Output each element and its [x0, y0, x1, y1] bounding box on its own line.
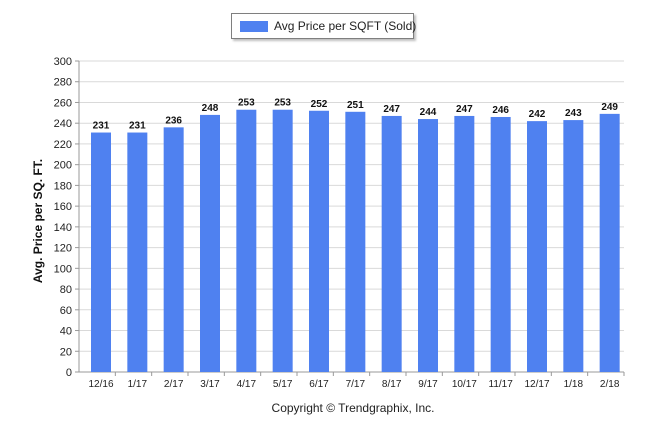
bar [563, 120, 584, 372]
y-tick-label: 240 [54, 118, 72, 130]
bar [309, 110, 329, 372]
data-label: 246 [492, 105, 509, 116]
y-tick-label: 40 [60, 326, 72, 338]
data-label: 244 [420, 107, 437, 118]
x-tick-label: 9/17 [418, 379, 438, 390]
data-label: 253 [274, 98, 291, 109]
data-label: 253 [238, 98, 255, 109]
y-tick-label: 300 [54, 56, 72, 68]
y-tick-label: 160 [54, 201, 72, 213]
x-tick-label: 12/16 [88, 379, 113, 390]
data-label: 248 [202, 103, 219, 114]
x-tick-label: 3/17 [200, 379, 220, 390]
bar [418, 119, 438, 372]
x-tick-label: 1/18 [564, 379, 584, 390]
bar [381, 115, 402, 373]
data-label: 242 [529, 109, 546, 120]
y-tick-label: 280 [54, 77, 72, 89]
y-tick-label: 80 [60, 284, 72, 296]
bar [91, 132, 111, 372]
y-tick-label: 100 [54, 263, 72, 275]
x-tick-label: 11/17 [489, 379, 514, 390]
bar [599, 113, 620, 373]
data-label: 251 [347, 100, 364, 111]
data-label: 247 [456, 104, 473, 115]
y-tick-label: 260 [54, 97, 72, 109]
bar [127, 132, 148, 372]
data-label: 231 [93, 121, 110, 132]
y-tick-label: 200 [54, 160, 72, 172]
legend-swatch [240, 21, 268, 32]
data-label: 231 [129, 121, 146, 132]
bar [200, 114, 220, 372]
data-label: 252 [311, 99, 328, 110]
x-tick-label: 12/17 [524, 379, 549, 390]
data-label: 243 [565, 108, 582, 119]
x-tick-label: 7/17 [346, 379, 366, 390]
y-tick-label: 180 [54, 180, 72, 192]
bar [236, 109, 257, 373]
data-label: 236 [165, 115, 182, 126]
y-tick-label: 220 [54, 139, 72, 151]
x-tick-label: 8/17 [382, 379, 402, 390]
copyright-footer: Copyright © Trendgraphix, Inc. [271, 401, 435, 415]
data-label: 249 [601, 102, 618, 113]
legend: Avg Price per SQFT (Sold) [231, 13, 417, 39]
data-label: 247 [383, 104, 400, 115]
x-tick-label: 6/17 [309, 379, 329, 390]
y-tick-label: 60 [60, 305, 72, 317]
bar [272, 109, 293, 373]
bar [345, 111, 366, 373]
bar [454, 115, 475, 373]
x-tick-label: 10/17 [452, 379, 477, 390]
x-tick-label: 2/18 [600, 379, 620, 390]
bar [490, 116, 511, 372]
bar [527, 121, 547, 372]
bar [163, 127, 184, 372]
y-tick-label: 0 [66, 367, 72, 379]
y-tick-label: 120 [54, 243, 72, 255]
x-tick-label: 5/17 [273, 379, 293, 390]
x-tick-label: 1/17 [128, 379, 148, 390]
y-tick-label: 20 [60, 346, 72, 358]
x-tick-label: 4/17 [237, 379, 257, 390]
y-tick-label: 140 [54, 222, 72, 234]
x-tick-label: 2/17 [164, 379, 184, 390]
legend-label: Avg Price per SQFT (Sold) [274, 19, 417, 33]
